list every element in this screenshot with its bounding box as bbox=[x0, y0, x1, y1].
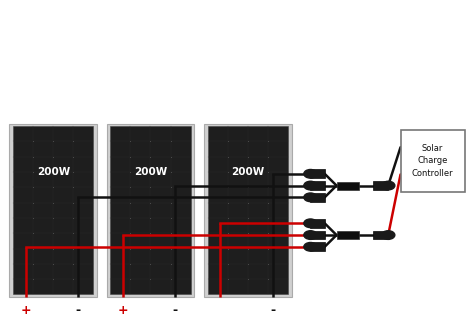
Bar bbox=[310, 181, 325, 190]
Bar bbox=[310, 231, 325, 239]
Bar bbox=[310, 243, 325, 251]
Bar bbox=[204, 124, 292, 297]
Circle shape bbox=[304, 231, 317, 239]
Bar bbox=[337, 231, 359, 239]
Text: 200W: 200W bbox=[36, 167, 70, 177]
Text: -: - bbox=[173, 304, 178, 317]
Bar bbox=[401, 130, 465, 192]
Bar bbox=[373, 181, 388, 190]
Bar bbox=[110, 126, 191, 294]
Bar bbox=[310, 193, 325, 202]
Bar bbox=[373, 231, 388, 239]
Circle shape bbox=[382, 231, 395, 239]
Circle shape bbox=[304, 170, 317, 178]
Bar bbox=[310, 219, 325, 228]
Text: -: - bbox=[270, 304, 275, 317]
Circle shape bbox=[304, 243, 317, 251]
Bar bbox=[107, 124, 194, 297]
Text: -: - bbox=[76, 304, 81, 317]
Text: Solar
Charge
Controller: Solar Charge Controller bbox=[412, 144, 453, 178]
Circle shape bbox=[382, 181, 395, 190]
Text: 200W: 200W bbox=[134, 167, 167, 177]
Bar bbox=[208, 126, 288, 294]
Bar bbox=[13, 126, 93, 294]
Text: +: + bbox=[118, 304, 128, 317]
Bar bbox=[337, 182, 359, 190]
Circle shape bbox=[304, 193, 317, 202]
Text: 200W: 200W bbox=[231, 167, 264, 177]
Circle shape bbox=[304, 181, 317, 190]
Bar bbox=[9, 124, 97, 297]
Bar bbox=[310, 170, 325, 178]
Circle shape bbox=[304, 219, 317, 228]
Text: +: + bbox=[21, 304, 31, 317]
